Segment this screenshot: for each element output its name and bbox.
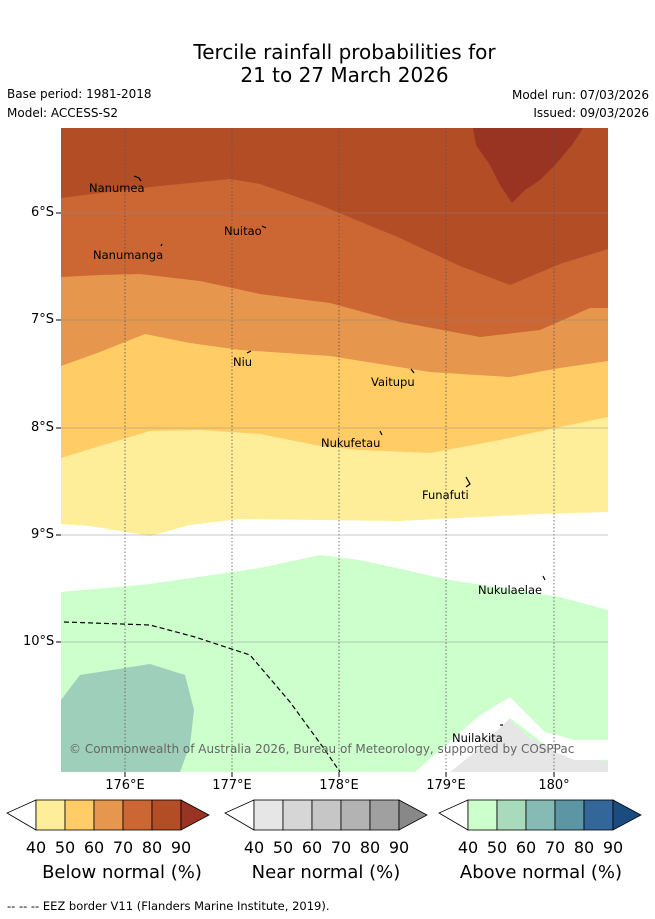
place-nukufetau: Nukufetau [321,436,381,450]
issued-date: Issued: 09/03/2026 [533,106,649,120]
near-tick-90: 90 [388,838,410,857]
place-nukulaelae: Nukulaelae [478,583,543,597]
lat-label-7s: 7°S [31,312,55,327]
below-normal-90-region [473,128,583,203]
legend-colorbars [6,799,642,831]
lon-label-180: 180° [538,778,570,793]
swatch-above-90 [612,799,642,831]
chart-title: Tercile rainfall probabilities for 21 to… [0,41,655,87]
above-tick-60: 60 [515,838,537,857]
above-normal-50-60-region [61,664,194,772]
swatch-below-80 [151,799,182,831]
place-nanumea: Nanumea [89,181,145,195]
near-tick-50: 50 [272,838,294,857]
swatch-above-70 [554,799,585,831]
legend-above-title: Above normal (%) [459,862,623,883]
swatch-above-40 [467,799,498,831]
place-nanumanga: Nanumanga [93,248,164,262]
place-funafuti: Funafuti [422,488,469,502]
lat-label-9s: 9°S [31,527,55,542]
swatch-below-50 [64,799,95,831]
legend-below-normal-bar [6,799,210,831]
near-tick-70: 70 [330,838,352,857]
swatch-near-70 [340,799,371,831]
below-tick-40: 40 [25,838,47,857]
title-line-2: 21 to 27 March 2026 [240,63,449,87]
above-tick-90: 90 [602,838,624,857]
near-tick-80: 80 [359,838,381,857]
graticule [124,128,555,772]
below-tick-60: 60 [83,838,105,857]
swatch-near-50 [282,799,313,831]
near-tick-60: 60 [301,838,323,857]
place-nuilakita: Nuilakita [452,731,503,745]
copyright-notice: © Commonwealth of Australia 2026, Bureau… [69,742,575,756]
legend-near-normal-bar [224,799,428,831]
legend-near-title: Near normal (%) [251,862,401,883]
near-normal-white-channel [415,697,608,772]
below-tick-80: 80 [141,838,163,857]
base-period: Base period: 1981-2018 [7,87,152,101]
lon-label-179e: 179°E [426,778,466,793]
lon-label-176e: 176°E [105,778,145,793]
above-tick-40: 40 [457,838,479,857]
near-tick-40: 40 [243,838,265,857]
lon-label-177e: 177°E [212,778,252,793]
swatch-below-60 [93,799,124,831]
model-name: Model: ACCESS-S2 [7,106,119,120]
swatch-near-40 [253,799,284,831]
swatch-above-50 [496,799,527,831]
place-niu: Niu [233,355,253,369]
above-normal-40-50-region [61,555,608,772]
below-normal-80-90-region [61,128,608,285]
eez-border-note: -- -- -- EEZ border V11 (Flanders Marine… [7,899,330,913]
model-run: Model run: 07/03/2026 [511,88,649,102]
swatch-above-80 [583,799,614,831]
swatch-below-70 [122,799,153,831]
swatch-above-60 [525,799,556,831]
swatch-near-80 [369,799,400,831]
place-vaitupu: Vaitupu [371,375,415,389]
lon-label-178e: 178°E [319,778,359,793]
place-nuitao: Nuitao [224,224,262,238]
title-line-1: Tercile rainfall probabilities for [193,40,496,64]
above-tick-70: 70 [544,838,566,857]
island-marks [133,175,546,726]
lat-label-8s: 8°S [31,420,55,435]
above-tick-50: 50 [486,838,508,857]
swatch-near-60 [311,799,342,831]
swatch-near-90 [398,799,428,831]
below-tick-70: 70 [112,838,134,857]
legend-below-title: Below normal (%) [42,862,202,883]
rainfall-map [56,128,608,777]
swatch-below-90 [180,799,210,831]
swatch-below-40 [35,799,66,831]
lat-label-6s: 6°S [31,205,55,220]
legend-above-normal-bar [438,799,642,831]
below-tick-50: 50 [54,838,76,857]
below-tick-90: 90 [170,838,192,857]
lat-label-10s: 10°S [23,634,55,649]
above-tick-80: 80 [573,838,595,857]
